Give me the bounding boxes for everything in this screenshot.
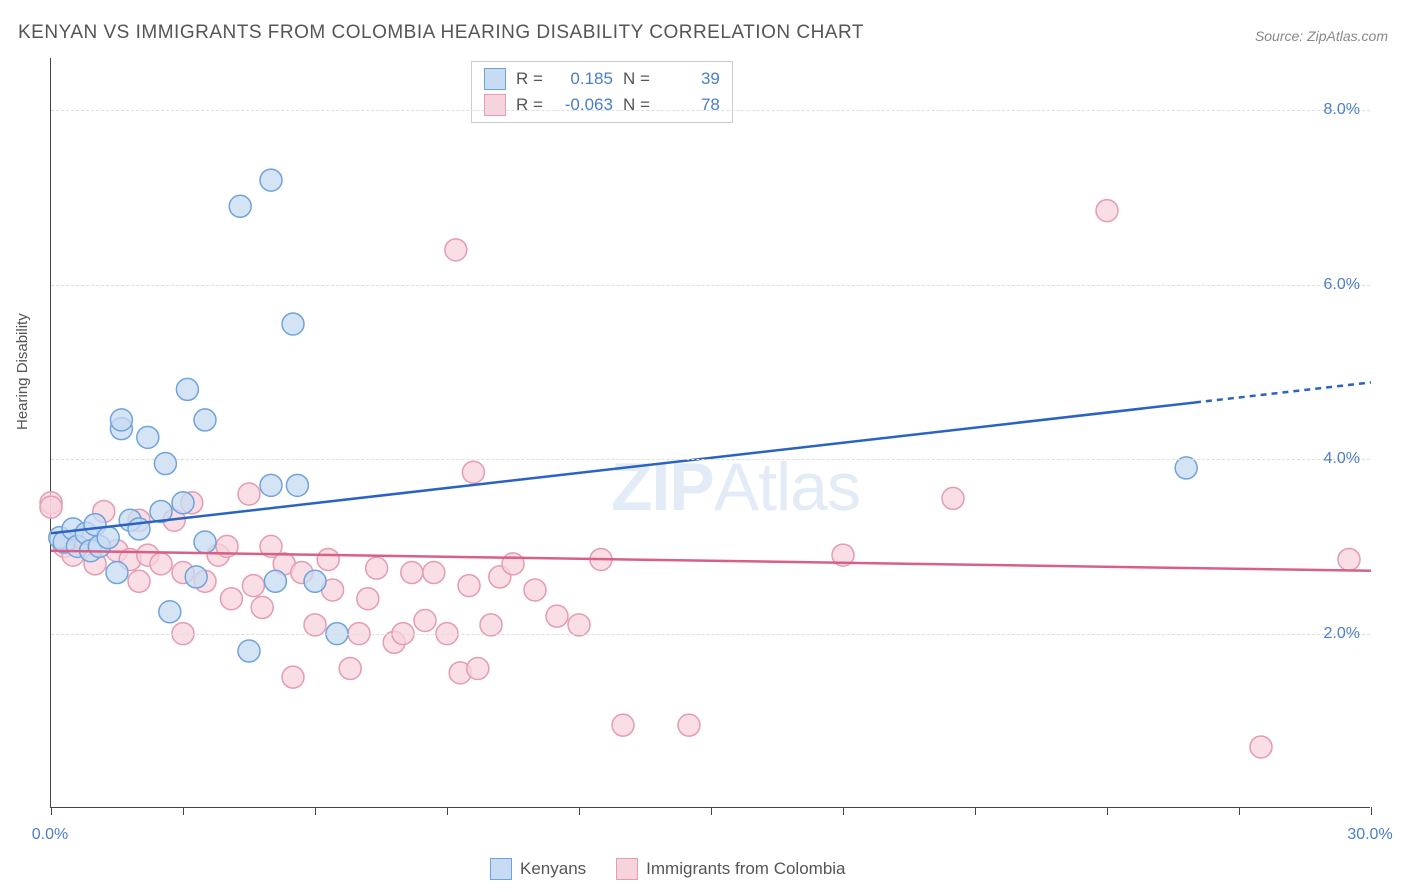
data-point [150,553,172,575]
data-point [612,714,634,736]
data-point [678,714,700,736]
x-tick [975,807,976,815]
data-point [458,575,480,597]
trend-line [51,402,1195,533]
x-tick [843,807,844,815]
legend-item-kenyans: Kenyans [490,858,586,880]
data-point [462,461,484,483]
x-tick [579,807,580,815]
x-tick [447,807,448,815]
gridline [51,459,1370,460]
x-tick [711,807,712,815]
data-point [357,588,379,610]
data-point [185,566,207,588]
plot-svg [51,58,1370,807]
data-point [176,378,198,400]
data-point [1175,457,1197,479]
data-point [546,605,568,627]
data-point [128,570,150,592]
x-tick-label: 0.0% [32,826,68,844]
x-tick [1107,807,1108,815]
gridline [51,634,1370,635]
data-point [282,313,304,335]
legend-label-kenyans: Kenyans [520,859,586,879]
y-tick-label: 2.0% [1324,625,1360,643]
trend-line [51,551,1371,571]
data-point [339,657,361,679]
data-point [251,596,273,618]
data-point [97,527,119,549]
data-point [502,553,524,575]
data-point [229,195,251,217]
gridline [51,110,1370,111]
data-point [286,474,308,496]
data-point [260,474,282,496]
data-point [401,562,423,584]
y-axis-label: Hearing Disability [14,313,31,430]
data-point [568,614,590,636]
legend-label-colombia: Immigrants from Colombia [646,859,845,879]
swatch-kenyans-icon [490,858,512,880]
data-point [238,483,260,505]
chart-container: KENYAN VS IMMIGRANTS FROM COLOMBIA HEARI… [0,0,1406,892]
data-point [159,601,181,623]
x-tick [183,807,184,815]
data-point [264,570,286,592]
y-tick-label: 8.0% [1324,101,1360,119]
data-point [423,562,445,584]
plot-area: ZIPAtlas R = 0.185 N = 39 R = -0.063 N =… [50,58,1370,808]
data-point [40,496,62,518]
data-point [942,487,964,509]
data-point [194,531,216,553]
data-point [172,492,194,514]
data-point [242,575,264,597]
data-point [106,562,128,584]
legend-item-colombia: Immigrants from Colombia [616,858,845,880]
data-point [467,657,489,679]
gridline [51,285,1370,286]
data-point [137,426,159,448]
x-tick [315,807,316,815]
data-point [194,409,216,431]
data-point [260,169,282,191]
data-point [238,640,260,662]
y-tick-label: 4.0% [1324,450,1360,468]
x-tick [1239,807,1240,815]
bottom-legend: Kenyans Immigrants from Colombia [490,858,846,880]
trend-line-extrapolated [1195,382,1371,402]
data-point [445,239,467,261]
source-attribution: Source: ZipAtlas.com [1255,28,1388,44]
data-point [110,409,132,431]
data-point [414,610,436,632]
data-point [304,570,326,592]
chart-title: KENYAN VS IMMIGRANTS FROM COLOMBIA HEARI… [18,22,864,44]
x-tick-label: 30.0% [1347,826,1392,844]
x-tick [1371,807,1372,815]
y-tick-label: 6.0% [1324,276,1360,294]
data-point [304,614,326,636]
data-point [366,557,388,579]
data-point [1250,736,1272,758]
x-tick [51,807,52,815]
swatch-colombia-icon [616,858,638,880]
data-point [1096,200,1118,222]
data-point [220,588,242,610]
data-point [524,579,546,601]
data-point [154,453,176,475]
data-point [282,666,304,688]
data-point [1338,548,1360,570]
data-point [317,548,339,570]
data-point [480,614,502,636]
